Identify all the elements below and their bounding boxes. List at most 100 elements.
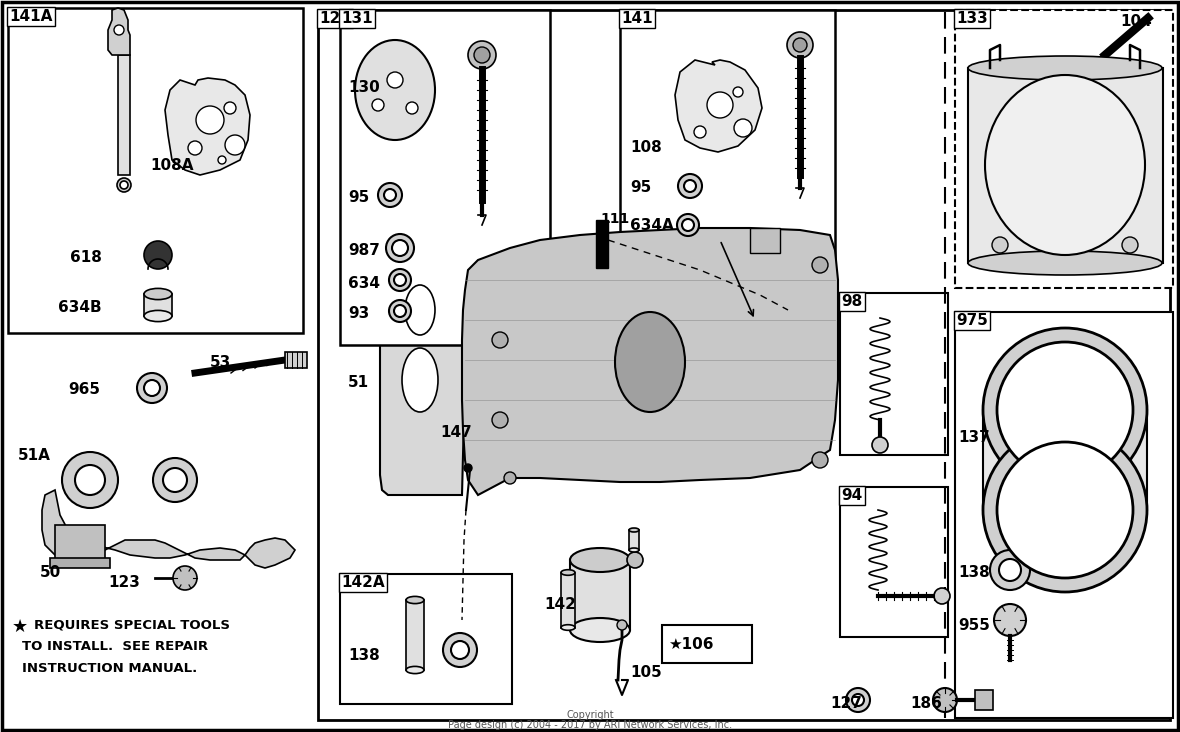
Bar — [955, 312, 1173, 718]
Circle shape — [872, 437, 889, 453]
Text: 127: 127 — [830, 696, 861, 711]
Ellipse shape — [629, 528, 640, 532]
Text: 94: 94 — [841, 488, 863, 503]
Circle shape — [451, 641, 468, 659]
Text: 138: 138 — [348, 648, 380, 663]
Circle shape — [983, 328, 1147, 492]
Circle shape — [504, 472, 516, 484]
Bar — [340, 10, 550, 345]
Circle shape — [384, 189, 396, 201]
Circle shape — [173, 566, 197, 590]
Ellipse shape — [355, 40, 435, 140]
Ellipse shape — [968, 251, 1162, 275]
Ellipse shape — [406, 666, 424, 673]
Text: 975: 975 — [956, 313, 988, 328]
Circle shape — [394, 274, 406, 286]
Text: 142: 142 — [544, 597, 576, 612]
Circle shape — [117, 178, 131, 192]
Circle shape — [992, 237, 1008, 253]
Circle shape — [163, 468, 186, 492]
Bar — [983, 410, 1147, 510]
Text: 142A: 142A — [341, 575, 385, 590]
Circle shape — [617, 620, 627, 630]
Circle shape — [812, 257, 828, 273]
Circle shape — [787, 32, 813, 58]
Circle shape — [684, 180, 696, 192]
Bar — [629, 530, 640, 550]
Text: 133: 133 — [956, 11, 988, 26]
Text: 105: 105 — [630, 665, 662, 680]
Bar — [8, 8, 303, 333]
Circle shape — [694, 126, 706, 138]
Polygon shape — [675, 60, 762, 152]
Circle shape — [392, 240, 408, 256]
Circle shape — [935, 588, 950, 604]
Text: TO INSTALL.  SEE REPAIR: TO INSTALL. SEE REPAIR — [22, 640, 208, 653]
Circle shape — [734, 119, 752, 137]
Text: ★106: ★106 — [668, 637, 714, 651]
Text: 965: 965 — [68, 382, 100, 397]
Ellipse shape — [405, 285, 435, 335]
Circle shape — [468, 41, 496, 69]
Circle shape — [218, 156, 227, 164]
Text: 93: 93 — [348, 306, 369, 321]
Text: ARI PartStream: ARI PartStream — [510, 351, 750, 379]
Circle shape — [677, 214, 699, 236]
Text: 50: 50 — [40, 565, 61, 580]
Text: 95: 95 — [348, 190, 369, 205]
Circle shape — [196, 106, 224, 134]
Text: 987: 987 — [348, 243, 380, 258]
Polygon shape — [380, 255, 465, 495]
Ellipse shape — [560, 569, 575, 575]
Circle shape — [389, 300, 411, 322]
Text: 141A: 141A — [9, 9, 52, 24]
Text: REQUIRES SPECIAL TOOLS: REQUIRES SPECIAL TOOLS — [34, 618, 230, 631]
Text: 131: 131 — [341, 11, 373, 26]
Circle shape — [682, 219, 694, 231]
Circle shape — [474, 47, 490, 63]
Text: 634: 634 — [348, 276, 380, 291]
Bar — [570, 560, 630, 630]
Bar — [620, 10, 835, 290]
Bar — [50, 558, 110, 568]
Text: 955: 955 — [958, 618, 990, 633]
Circle shape — [707, 92, 733, 118]
Circle shape — [983, 428, 1147, 592]
Text: ★: ★ — [12, 618, 28, 636]
Text: 111: 111 — [599, 212, 629, 226]
Bar — [340, 574, 512, 704]
Text: 141: 141 — [621, 11, 653, 26]
Bar — [286, 352, 307, 368]
Text: 137: 137 — [958, 430, 990, 445]
Ellipse shape — [985, 75, 1145, 255]
Text: 138: 138 — [958, 565, 990, 580]
Text: 51: 51 — [348, 375, 369, 390]
Ellipse shape — [968, 56, 1162, 80]
Bar — [118, 55, 130, 175]
Ellipse shape — [144, 310, 172, 321]
Text: INSTRUCTION MANUAL.: INSTRUCTION MANUAL. — [22, 662, 197, 675]
Circle shape — [933, 688, 957, 712]
Circle shape — [994, 604, 1025, 636]
Text: 95: 95 — [630, 180, 651, 195]
Circle shape — [120, 181, 127, 189]
Circle shape — [225, 135, 245, 155]
Circle shape — [999, 559, 1021, 581]
Text: 98: 98 — [841, 294, 863, 309]
Ellipse shape — [144, 288, 172, 299]
Bar — [840, 487, 948, 637]
Circle shape — [114, 25, 124, 35]
Ellipse shape — [406, 597, 424, 604]
Polygon shape — [42, 490, 295, 568]
Circle shape — [224, 102, 236, 114]
Text: 108A: 108A — [150, 158, 194, 173]
Circle shape — [389, 269, 411, 291]
Circle shape — [137, 373, 168, 403]
Circle shape — [63, 452, 118, 508]
Polygon shape — [165, 78, 250, 175]
Text: 125: 125 — [319, 11, 350, 26]
Circle shape — [144, 241, 172, 269]
Circle shape — [378, 183, 402, 207]
Bar — [596, 220, 608, 268]
Ellipse shape — [402, 348, 438, 412]
